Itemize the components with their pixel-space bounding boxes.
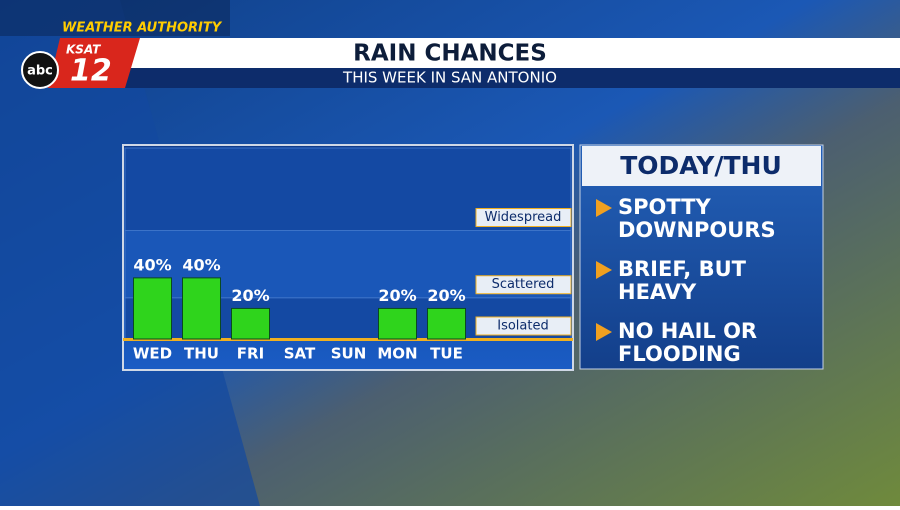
subtitle-bar [120, 68, 900, 88]
band-label: Scattered [492, 277, 555, 292]
bar [378, 307, 417, 340]
sidebar-item: FLOODING [618, 342, 741, 366]
band-label-box [475, 316, 572, 336]
x-tick-label: FRI [237, 345, 264, 363]
value-label: 20% [427, 286, 465, 305]
title: RAIN CHANCES [353, 41, 547, 67]
network: abc [27, 64, 53, 79]
value-label: 20% [231, 286, 269, 305]
bar [182, 277, 221, 340]
subtitle: THIS WEEK IN SAN ANTONIO [342, 69, 557, 87]
baseline [123, 338, 573, 341]
x-tick-label: SAT [284, 345, 316, 363]
x-tick-label: WED [133, 345, 172, 363]
sidebar-item: BRIEF, BUT [618, 257, 747, 281]
title-bar [120, 38, 900, 68]
x-tick-label: TUE [430, 345, 463, 363]
station: KSAT [66, 43, 101, 57]
x-tick-label: SUN [331, 345, 367, 363]
station-logo [48, 38, 140, 88]
channel: 12 [70, 54, 112, 89]
bullet [596, 323, 612, 341]
value-label: 40% [182, 255, 220, 274]
bar [133, 277, 172, 340]
brand: WEATHER AUTHORITY [62, 21, 223, 36]
brand-bar [0, 0, 230, 36]
x-tick-label: THU [184, 345, 219, 363]
sidebar-item: HEAVY [618, 280, 697, 304]
x-tick-label: MON [377, 345, 417, 363]
value-label: 20% [378, 286, 416, 305]
sidebar-item: DOWNPOURS [618, 218, 776, 242]
bar [231, 307, 270, 340]
bar [427, 307, 466, 340]
network-logo [21, 51, 59, 89]
sidebar-item: NO HAIL OR [618, 319, 757, 343]
band-label: Widespread [485, 210, 562, 225]
bullet [596, 261, 612, 279]
band-label: Isolated [497, 319, 549, 334]
value-label: 40% [133, 255, 171, 274]
band-label-box [475, 208, 572, 228]
sidebar-item: SPOTTY [618, 195, 711, 219]
band-label-box [475, 275, 572, 295]
sidebar-header [582, 146, 821, 186]
bullet [596, 199, 612, 217]
sidebar-title: TODAY/THU [620, 151, 782, 180]
